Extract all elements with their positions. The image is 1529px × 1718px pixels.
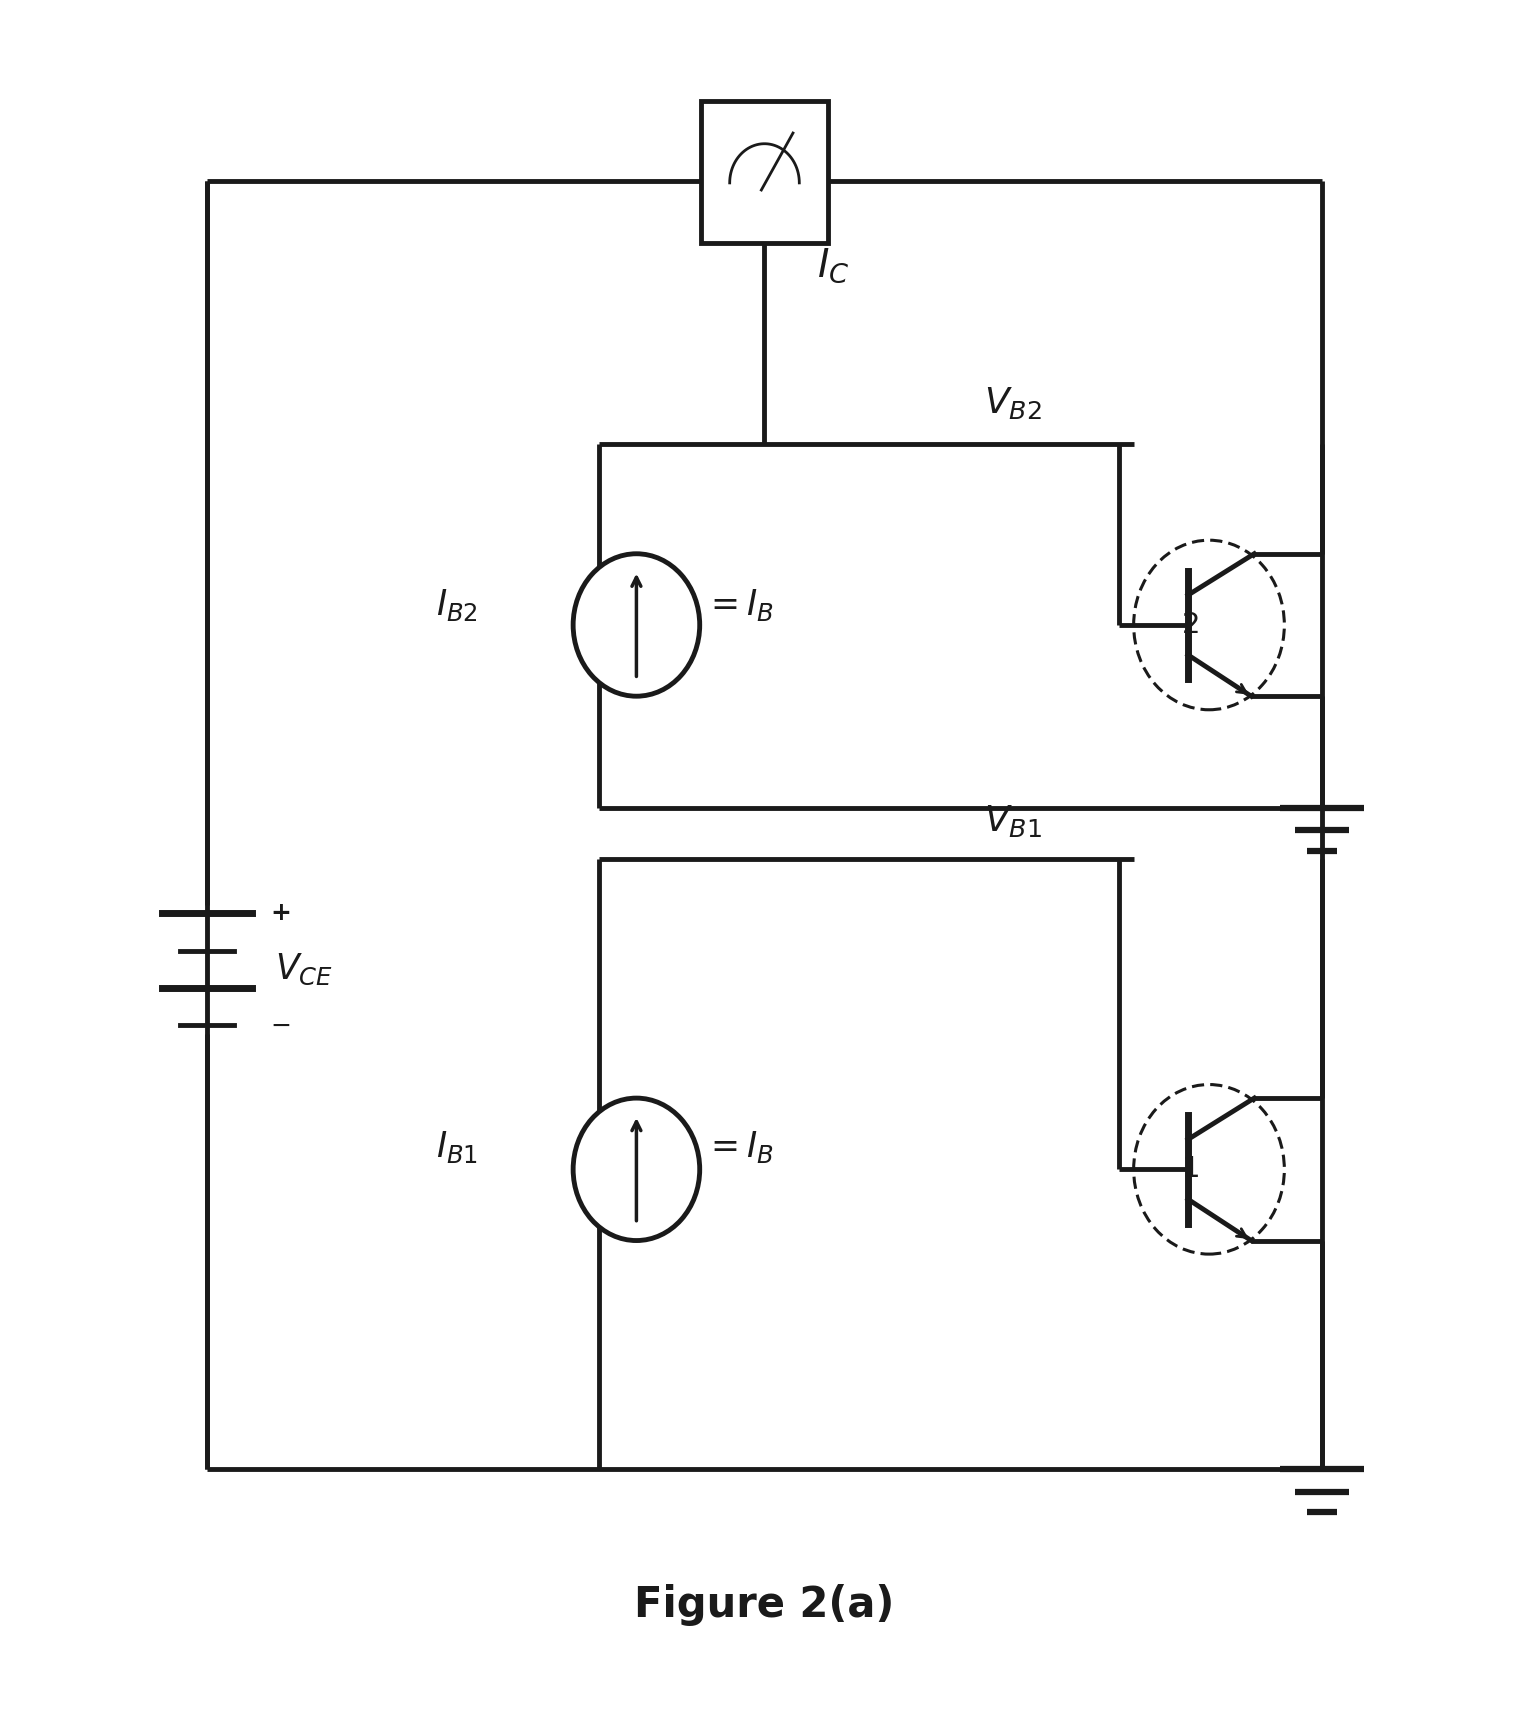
Circle shape — [1133, 539, 1284, 710]
Text: $I_C$: $I_C$ — [816, 246, 850, 285]
Text: $=I_B$: $=I_B$ — [705, 1129, 774, 1165]
Bar — [702, 101, 827, 244]
Text: $I_{B1}$: $I_{B1}$ — [436, 1129, 479, 1165]
Text: $I_{B2}$: $I_{B2}$ — [436, 586, 479, 622]
Text: $V_{B1}$: $V_{B1}$ — [985, 802, 1043, 838]
Text: $-$: $-$ — [271, 1014, 291, 1038]
Text: Figure 2(a): Figure 2(a) — [635, 1584, 894, 1627]
Text: $=I_B$: $=I_B$ — [705, 586, 774, 622]
Text: 2: 2 — [1182, 612, 1200, 639]
Text: 1: 1 — [1182, 1154, 1200, 1184]
Text: $V_{B2}$: $V_{B2}$ — [985, 385, 1041, 421]
Text: +: + — [271, 902, 291, 926]
Text: $V_{CE}$: $V_{CE}$ — [275, 952, 333, 986]
Circle shape — [1133, 1084, 1284, 1254]
Circle shape — [573, 1098, 700, 1240]
Circle shape — [573, 553, 700, 696]
